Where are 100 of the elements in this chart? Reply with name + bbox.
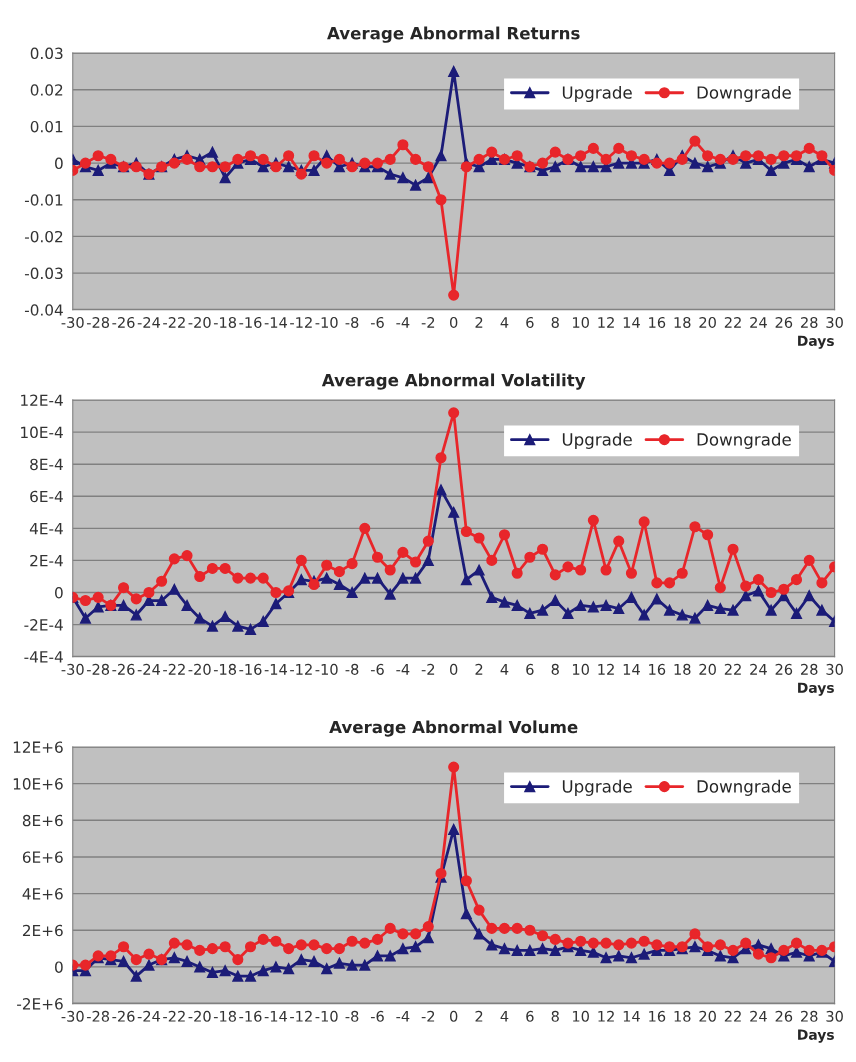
x-tick-label: -12: [290, 316, 312, 328]
x-axis-title: Days: [798, 335, 834, 349]
x-tick-label: 28: [801, 663, 818, 675]
x-tick-label: -4: [396, 664, 410, 675]
legend-label: Downgrade: [697, 85, 791, 103]
x-tick-label: -20: [188, 1010, 211, 1022]
x-tick-label: 18: [674, 1010, 691, 1022]
x-tick-label: -8: [345, 316, 359, 328]
chart-title: Average Abnormal Volume: [329, 720, 578, 737]
x-tick-label: -18: [213, 316, 237, 328]
x-tick-label: -6: [370, 1010, 384, 1022]
x-tick-label: -22: [163, 663, 185, 675]
x-tick-label: -2: [421, 1010, 435, 1022]
y-tick-label: 0: [55, 586, 63, 599]
x-tick-label: -6: [370, 316, 384, 328]
y-tick-label: 0.02: [30, 84, 63, 96]
x-tick-label: 4: [500, 317, 509, 328]
x-tick-label: -24: [137, 663, 161, 675]
x-tick-label: -18: [213, 1010, 237, 1022]
x-tick-label: 6: [526, 1010, 534, 1022]
x-tick-label: 8: [551, 1010, 559, 1022]
x-tick-label: 0: [450, 663, 458, 675]
legend-label: Upgrade: [562, 85, 632, 103]
x-tick-label: 22: [724, 316, 741, 328]
x-tick-label: 24: [750, 1010, 767, 1022]
x-axis-title: Days: [798, 682, 834, 696]
x-tick-label: 8: [551, 316, 559, 328]
y-tick-label: 8E-4: [30, 458, 63, 471]
x-tick-label: 22: [724, 1010, 741, 1022]
y-tick-label: 0.03: [30, 47, 63, 60]
x-tick-label: -28: [86, 1010, 110, 1022]
x-tick-label: 24: [750, 663, 767, 675]
x-tick-label: -10: [315, 663, 338, 675]
y-tick-label: -0.04: [24, 304, 63, 316]
x-tick-label: 10: [572, 316, 589, 328]
x-tick-label: -8: [345, 1010, 359, 1022]
x-tick-label: -14: [264, 1010, 288, 1022]
legend-label: Downgrade: [697, 779, 791, 796]
x-tick-label: 26: [775, 1010, 793, 1022]
x-tick-label: -12: [290, 663, 312, 675]
x-tick-label: -28: [86, 316, 110, 328]
x-tick-label: -18: [213, 663, 237, 675]
x-tick-label: 16: [649, 1010, 666, 1022]
y-tick-label: -0.01: [24, 194, 63, 206]
x-tick-label: 8: [551, 663, 559, 675]
x-tick-label: -26: [112, 663, 135, 675]
x-tick-label: -16: [239, 663, 262, 675]
y-tick-label: 8E+6: [22, 814, 63, 827]
x-tick-label: -24: [137, 316, 161, 328]
x-tick-label: 12: [598, 663, 614, 675]
legend-label: Upgrade: [562, 779, 632, 796]
x-tick-label: 16: [649, 663, 666, 675]
y-tick-label: 2E-4: [30, 554, 63, 567]
x-tick-label: -4: [396, 1010, 410, 1022]
x-tick-label: 30: [826, 316, 843, 328]
x-tick-label: 20: [699, 663, 716, 675]
x-tick-label: -30: [61, 316, 84, 328]
y-tick-label: 4E-4: [29, 523, 63, 535]
x-tick-label: 18: [674, 316, 691, 328]
x-tick-label: 20: [699, 1010, 716, 1022]
y-tick-label: 0: [55, 157, 63, 170]
x-tick-label: 6: [526, 316, 534, 328]
y-tick-label: 2E+6: [22, 924, 63, 937]
legend-label: Downgrade: [697, 432, 791, 449]
y-tick-label: -0.03: [24, 267, 63, 280]
y-tick-label: -0.02: [24, 230, 63, 243]
y-tick-label: 10E+6: [13, 778, 63, 790]
x-tick-label: 2: [475, 316, 483, 328]
x-tick-label: 0: [450, 1010, 458, 1022]
x-tick-label: -20: [188, 316, 211, 328]
y-tick-label: 6E+6: [22, 851, 63, 863]
x-tick-label: 4: [500, 1010, 509, 1022]
y-tick-label: 6E-4: [30, 490, 63, 503]
x-tick-label: 26: [775, 316, 793, 328]
x-tick-label: -22: [163, 316, 185, 328]
x-tick-label: 4: [500, 664, 509, 675]
x-tick-label: 12: [598, 316, 614, 328]
x-tick-label: -20: [188, 663, 211, 675]
x-tick-label: 30: [826, 1010, 843, 1022]
x-tick-label: 26: [775, 663, 793, 675]
x-tick-label: 28: [801, 1010, 818, 1022]
x-tick-label: -26: [112, 316, 135, 328]
x-tick-label: -14: [264, 664, 288, 675]
x-tick-label: 30: [826, 663, 843, 675]
x-tick-label: -4: [396, 317, 410, 328]
x-tick-label: 16: [649, 316, 666, 328]
x-tick-label: 14: [623, 317, 640, 328]
x-tick-label: -30: [61, 663, 84, 675]
x-tick-label: 2: [475, 663, 483, 675]
chart-title: Average Abnormal Volatility: [321, 373, 586, 390]
x-tick-label: -22: [163, 1010, 185, 1022]
x-tick-label: -16: [239, 1010, 262, 1022]
x-tick-label: -8: [345, 663, 359, 675]
x-tick-label: -28: [86, 663, 110, 675]
legend-label: Upgrade: [562, 432, 632, 449]
x-tick-label: -2: [421, 316, 435, 328]
x-tick-label: 10: [572, 1010, 589, 1022]
x-tick-label: -26: [112, 1010, 135, 1022]
x-tick-label: 12: [598, 1010, 614, 1022]
y-tick-label: 12E-4: [21, 394, 63, 406]
